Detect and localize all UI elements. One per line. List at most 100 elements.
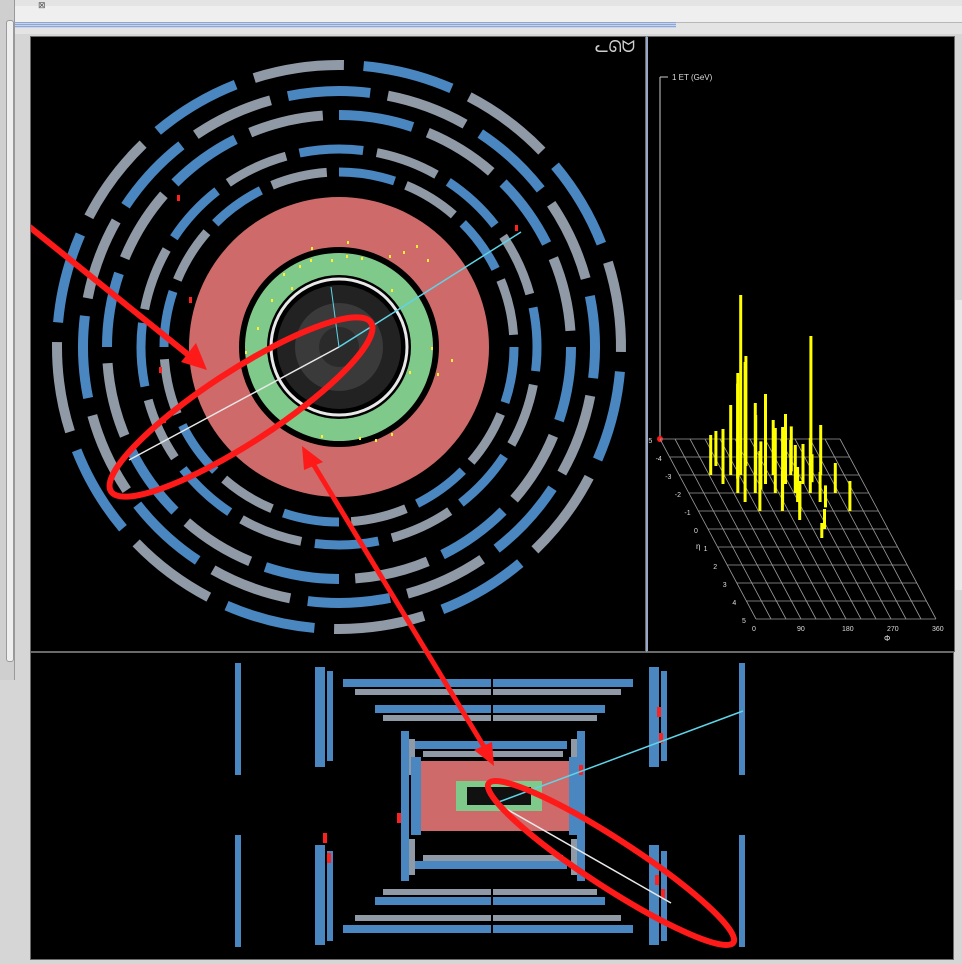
short-track <box>330 286 340 348</box>
muon-chamber-segment <box>132 539 212 602</box>
calorimeter-hit <box>389 255 391 258</box>
calorimeter-hit <box>403 251 405 254</box>
muon-chamber-segment <box>440 507 507 560</box>
muon-chamber-segment <box>593 371 625 462</box>
rz-chamber <box>355 689 621 695</box>
calorimeter-hit <box>391 433 393 436</box>
close-checkbox-icon[interactable]: ⊠ <box>38 0 46 10</box>
rz-chamber <box>649 667 659 767</box>
title-bar[interactable] <box>6 6 962 23</box>
muon-chamber-segment <box>493 485 557 553</box>
rz-chamber <box>383 715 597 721</box>
muon-chamber-segment <box>224 601 315 633</box>
energy-tower <box>789 426 793 472</box>
eta-tick-labels: -5 -4 -3 -2 -1 0 1 2 3 4 5 <box>646 438 746 625</box>
rz-chamber <box>415 741 567 749</box>
energy-tower <box>764 394 767 484</box>
energy-tower <box>793 445 797 493</box>
energy-tower <box>739 295 743 475</box>
phi-grid-line <box>719 438 817 620</box>
rz-chamber <box>649 845 659 945</box>
energy-towers <box>709 295 852 538</box>
rz-muon-hit <box>327 853 331 863</box>
muon-chamber-segment <box>252 60 345 83</box>
lego-plot-panel[interactable]: 1 ET (GeV) -5 -4 -3 -2 -1 0 1 2 3 4 5 0 90 180 270 360… <box>646 36 955 652</box>
phi-axis-label: Φ <box>884 634 890 643</box>
eta-tick-label: -3 <box>665 474 671 481</box>
muon-chamber-segment <box>193 95 272 139</box>
eta-tick-label: 2 <box>713 564 717 571</box>
rz-chamber <box>569 757 579 835</box>
rz-chamber <box>315 667 325 767</box>
pointer-arrowhead <box>181 343 207 370</box>
muon-chamber-segment <box>53 232 85 323</box>
muon-chamber-segment <box>221 475 274 513</box>
energy-tower <box>798 495 802 520</box>
rz-chamber <box>739 663 745 775</box>
rz-chamber <box>327 671 333 761</box>
rz-chamber <box>415 861 567 869</box>
rz-chamber <box>411 757 421 835</box>
transverse-view-panel[interactable]: ᓚᘏᗢ <box>9 36 646 652</box>
muon-chamber-segment <box>554 346 576 423</box>
energy-tower <box>754 415 758 475</box>
muon-chamber-segment <box>507 383 538 447</box>
muon-hit <box>159 367 162 373</box>
eta-tick-label: 4 <box>732 600 736 607</box>
muon-chamber-segment <box>500 346 519 404</box>
muon-chamber-segment <box>547 201 591 280</box>
muon-chamber-segment <box>603 260 626 353</box>
rz-chamber <box>739 835 745 947</box>
calorimeter-hit <box>359 437 361 440</box>
rz-chamber <box>343 679 633 687</box>
calorimeter-hit <box>283 273 285 276</box>
muon-chamber-segment <box>52 341 75 434</box>
energy-tower <box>773 428 777 493</box>
muon-chamber-segment <box>78 315 94 400</box>
phi-grid-line <box>764 438 862 620</box>
muon-chamber-segment <box>548 256 576 332</box>
lego-grid <box>659 438 937 620</box>
muon-chamber-segment <box>121 141 185 209</box>
phi-grid-line <box>704 438 802 620</box>
calorimeter-hit <box>391 289 393 292</box>
rz-chamber <box>343 925 633 933</box>
calorimeter-hit <box>321 435 323 438</box>
muon-chamber-segment <box>102 271 124 348</box>
muon-chamber-segment <box>415 467 466 508</box>
rz-chamber <box>315 845 325 945</box>
calorimeter-hit <box>361 257 363 260</box>
muon-chamber-segment <box>71 448 127 532</box>
eta-axis-label: η <box>696 542 700 551</box>
et-axis-label: 1 ET (GeV) <box>672 73 713 82</box>
rz-chamber <box>577 731 585 881</box>
rz-muon-hit <box>659 733 663 743</box>
phi-grid-line <box>674 438 772 620</box>
lego-plot-canvas: 1 ET (GeV) -5 -4 -3 -2 -1 0 1 2 3 4 5 0 90 180 270 360… <box>646 73 944 643</box>
muon-chamber-segment <box>248 110 324 138</box>
calorimeter-hit <box>431 347 433 350</box>
left-window-frame <box>0 0 15 680</box>
energy-tower <box>848 481 852 511</box>
muon-chamber-segment <box>551 162 607 246</box>
eta-tick-label: 3 <box>723 582 727 589</box>
longitudinal-view-panel[interactable] <box>30 652 954 960</box>
calorimeter-hit <box>427 259 429 262</box>
cyan-track-rz <box>495 710 744 804</box>
left-scroll-handle[interactable] <box>6 20 14 662</box>
eta-tick-label: 5 <box>742 618 746 625</box>
muon-chamber-segment <box>154 79 238 135</box>
muon-chamber-segment <box>499 179 552 246</box>
calorimeter-hit <box>416 245 418 248</box>
eta-tick-label: -5 <box>648 438 652 445</box>
muon-chamber-segment <box>404 181 457 219</box>
muon-hit <box>177 195 180 201</box>
energy-tower <box>781 427 785 502</box>
energy-tower <box>714 431 718 466</box>
energy-tower <box>771 420 775 475</box>
phi-grid-line <box>659 438 757 620</box>
rz-chamber <box>423 855 563 861</box>
rz-muon-hit <box>657 707 661 717</box>
muon-chamber-segment <box>363 61 454 93</box>
energy-tower <box>729 405 733 475</box>
